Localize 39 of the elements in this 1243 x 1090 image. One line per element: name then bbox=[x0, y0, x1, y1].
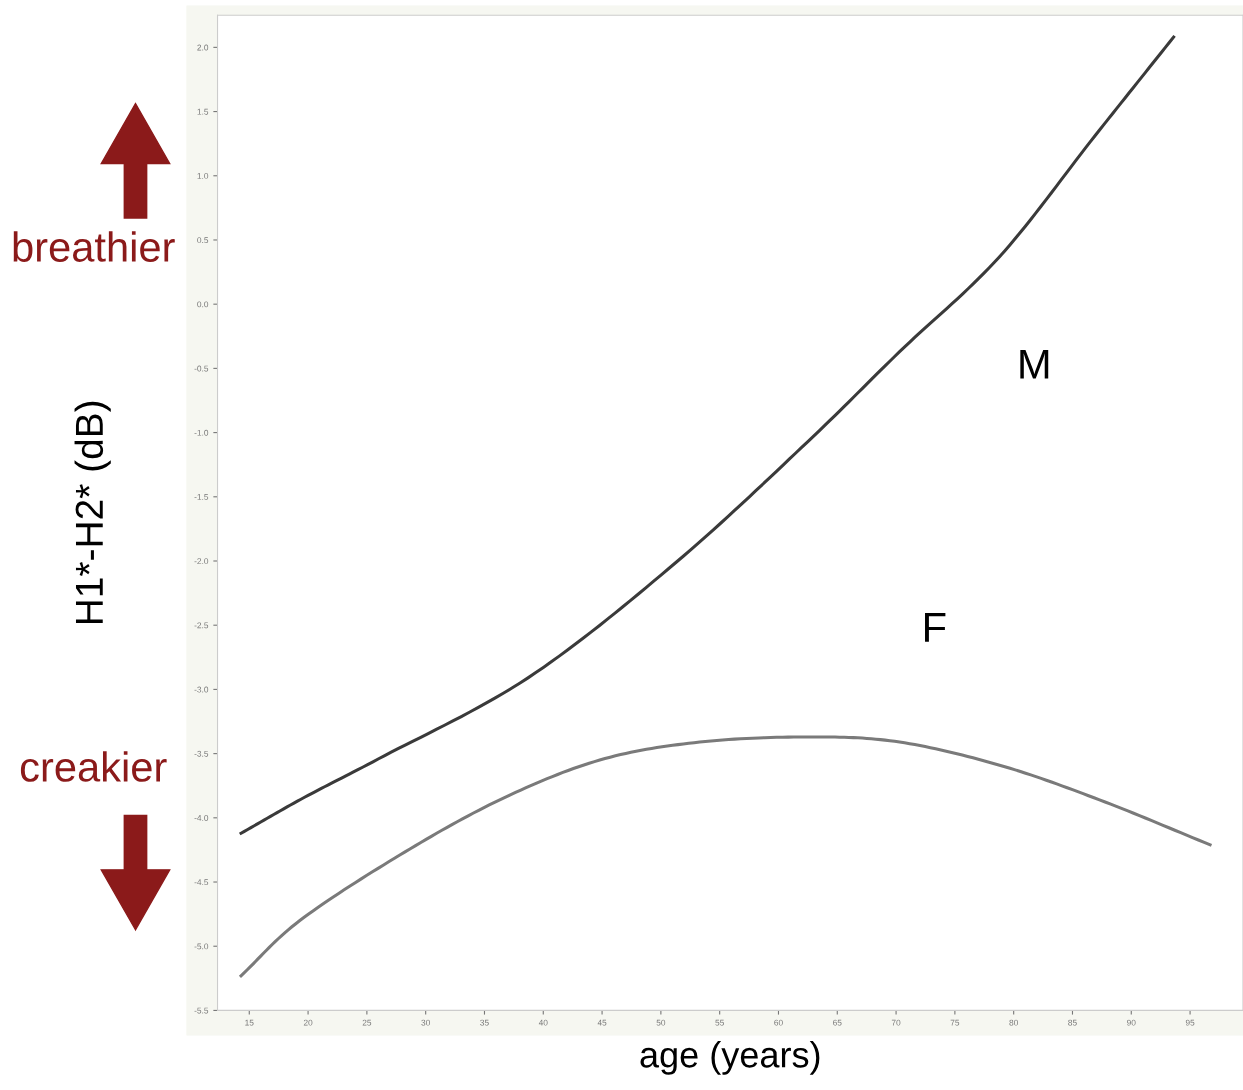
x-tick-label: 50 bbox=[656, 1019, 666, 1026]
y-tick-label: -2.5 bbox=[194, 622, 209, 629]
x-tick-label: 55 bbox=[715, 1019, 724, 1026]
y-tick-label: 1.0 bbox=[197, 172, 209, 179]
x-tick-label: 30 bbox=[421, 1019, 430, 1026]
y-tick-label: -3.0 bbox=[194, 686, 209, 693]
x-tick-label: 20 bbox=[303, 1019, 313, 1026]
y-tick-label: -3.5 bbox=[194, 750, 209, 757]
text: F bbox=[925, 613, 946, 642]
x-tick-label: 80 bbox=[1009, 1019, 1018, 1026]
x-tick-label: 75 bbox=[950, 1019, 960, 1026]
y-tick-label: -1.0 bbox=[194, 429, 209, 436]
y-tick-label: 2.0 bbox=[197, 44, 209, 51]
y-axis-title: H1*-H2* (dB) bbox=[74, 401, 111, 624]
y-tick-label: -4.0 bbox=[194, 815, 209, 821]
x-tick-label: 95 bbox=[1185, 1019, 1195, 1026]
y-tick-label: 0.5 bbox=[197, 237, 209, 244]
x-tick-label: 90 bbox=[1127, 1019, 1136, 1026]
x-tick-label: 15 bbox=[245, 1019, 254, 1026]
y-tick-label: -5.0 bbox=[194, 943, 209, 950]
x-axis-title: age (years) bbox=[640, 1041, 820, 1075]
x-tick-label: 45 bbox=[597, 1019, 607, 1026]
y-tick-label: 1.5 bbox=[197, 108, 209, 115]
text: breathier bbox=[13, 231, 175, 262]
y-tick-label: -4.5 bbox=[194, 879, 209, 886]
y-tick-label: -1.5 bbox=[194, 494, 209, 500]
text: creakier bbox=[20, 751, 167, 782]
x-tick-label: 35 bbox=[480, 1019, 489, 1026]
x-tick-label: 70 bbox=[891, 1019, 901, 1026]
y-tick-label: -5.5 bbox=[194, 1007, 209, 1014]
y-tick-label: -0.5 bbox=[194, 365, 209, 372]
y-tick-label: 0.0 bbox=[197, 301, 209, 308]
y-tick-label: -2.0 bbox=[194, 558, 209, 565]
x-tick-label: 65 bbox=[833, 1019, 842, 1026]
x-tick-label: 40 bbox=[538, 1019, 548, 1026]
x-tick-label: 25 bbox=[362, 1019, 372, 1026]
x-tick-label: 60 bbox=[774, 1019, 783, 1026]
series-label: M bbox=[1020, 349, 1049, 379]
x-tick-label: 85 bbox=[1068, 1019, 1077, 1026]
